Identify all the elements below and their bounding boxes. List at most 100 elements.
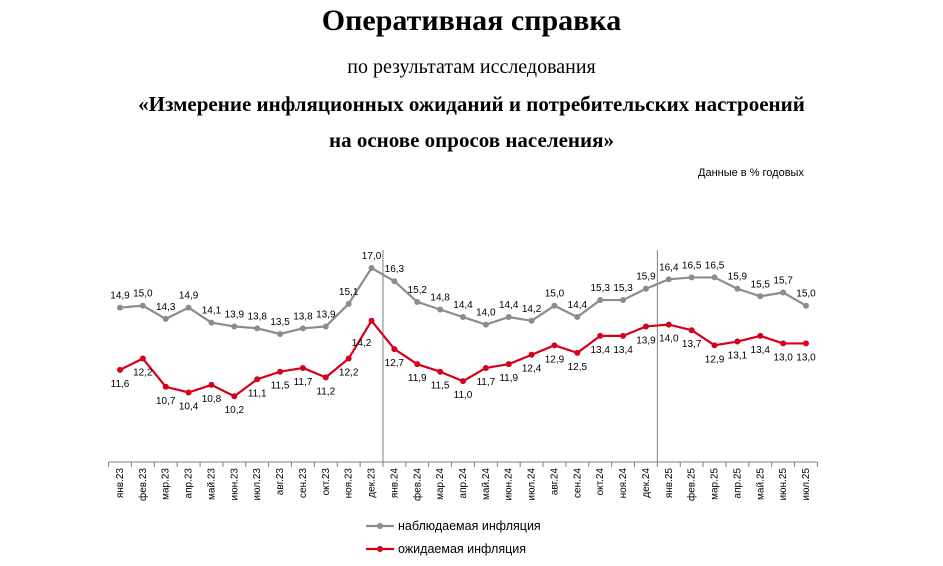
observed-inflation-point [139,302,146,309]
x-tick-label: ноя.23 [344,468,355,499]
expected-data-label: 14,2 [352,338,372,349]
x-tick-label: июн.25 [778,468,789,501]
expected-inflation-point [139,355,146,362]
observed-data-label: 14,0 [476,308,496,319]
observed-data-label: 14,9 [110,291,130,302]
observed-data-label: 15,1 [339,287,359,298]
expected-data-label: 11,5 [271,381,290,392]
observed-inflation-point [688,274,695,281]
expected-inflation-point [780,340,787,347]
expected-inflation-point [620,332,627,339]
x-tick-label: мар.25 [710,468,721,500]
observed-data-label: 13,5 [270,317,290,328]
observed-inflation-point [277,331,284,337]
observed-data-label: 13,8 [293,311,313,322]
expected-inflation-point [437,368,444,375]
x-tick-label: июл.24 [527,468,538,501]
observed-inflation-point [665,276,672,283]
expected-inflation-point [460,378,466,385]
observed-data-label: 13,9 [316,309,336,320]
observed-inflation-point [597,297,604,304]
observed-inflation-point [368,265,375,271]
observed-inflation-point [620,297,627,304]
expected-inflation-line [119,319,806,398]
page-subtitle: по результатам исследования [347,56,596,78]
study-title-line-2: на основе опросов населения» [329,128,614,152]
expected-inflation-point [528,351,535,358]
expected-inflation-point [757,332,764,339]
observed-data-label: 15,7 [773,276,793,287]
x-tick-label: апр.23 [184,468,195,499]
expected-inflation-point [803,340,809,347]
observed-inflation-point [734,285,741,292]
observed-inflation-point [391,278,398,285]
observed-data-label: 15,5 [751,279,771,290]
expected-data-label: 13,4 [751,345,771,356]
observed-data-label: 14,4 [568,300,588,311]
x-tick-label: апр.24 [458,468,469,499]
x-tick-label: авг.23 [275,468,286,496]
observed-data-label: 14,1 [202,306,222,317]
observed-inflation-point [460,314,466,321]
observed-data-label: 15,9 [728,272,748,283]
expected-inflation-point [345,355,352,362]
expected-data-label: 12,4 [522,364,542,375]
x-tick-label: сен.23 [298,468,309,498]
x-tick-label: апр.25 [732,468,743,499]
expected-inflation-point [505,361,512,368]
expected-data-label: 13,0 [796,352,816,363]
x-tick-label: мар.24 [435,468,446,500]
expected-data-label: 14,0 [659,334,679,345]
x-tick-label: июн.23 [229,468,240,501]
expected-inflation-point [665,321,672,328]
x-tick-label: май.24 [481,468,492,500]
expected-inflation-point [322,374,329,381]
expected-inflation-point [231,393,238,400]
expected-data-label: 11,5 [431,381,450,392]
expected-inflation-point [688,327,695,334]
expected-inflation-point [185,389,192,396]
observed-data-label: 14,9 [179,291,199,302]
expected-data-label: 13,7 [682,339,702,350]
x-tick-label: май.23 [206,468,217,500]
x-tick-label: окт.23 [321,468,332,496]
observed-data-label: 16,5 [705,260,725,271]
observed-inflation-point [254,325,261,332]
expected-inflation-point [117,366,123,373]
expected-inflation-point [482,364,489,371]
expected-data-label: 12,5 [568,362,588,373]
observed-data-label: 15,3 [590,283,610,294]
expected-data-label: 13,4 [613,345,633,356]
observed-inflation-point [162,315,169,322]
expected-data-label: 12,9 [545,354,565,365]
observed-data-label: 14,4 [499,300,519,311]
observed-data-label: 15,9 [636,272,656,283]
observed-data-label: 14,8 [430,292,450,303]
observed-inflation-point [322,323,329,330]
expected-inflation-point [551,342,558,349]
observed-inflation-point [551,302,558,309]
observed-data-label: 14,3 [156,302,176,313]
x-tick-label: фев.25 [686,468,698,501]
expected-data-label: 11,7 [476,377,495,388]
x-tick-label: фев.23 [137,468,149,501]
observed-data-label: 15,0 [796,289,816,300]
observed-inflation-point [208,319,215,326]
expected-inflation-point [734,338,741,345]
expected-inflation-point [254,376,261,383]
expected-data-label: 11,2 [316,386,335,397]
units-note: Данные в % годовых [698,167,804,179]
observed-data-label: 15,2 [408,285,428,296]
x-tick-label: окт.24 [595,468,606,496]
expected-data-label: 12,7 [385,358,405,369]
x-tick-label: фев.24 [411,468,423,501]
expected-data-label: 11,6 [111,379,130,390]
observed-inflation-point [185,304,192,311]
expected-inflation-point [162,383,169,390]
expected-inflation-point [574,349,581,356]
observed-data-label: 14,2 [522,304,542,315]
expected-inflation-point [208,381,215,388]
x-tick-label: дек.24 [641,468,652,498]
legend-label-expected-inflation: ожидаемая инфляция [398,542,526,556]
expected-data-label: 10,7 [156,396,176,407]
